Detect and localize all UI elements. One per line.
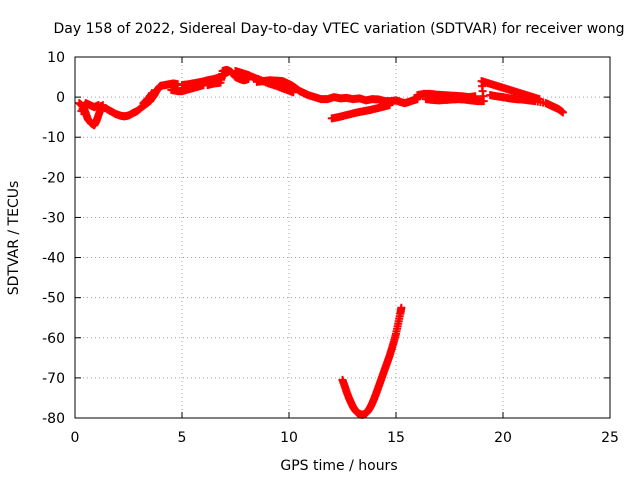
series-main-trace [75,65,567,130]
data-point-marker [385,101,394,110]
y-tick-label: -70 [42,371,65,387]
y-axis-label: SDTVAR / TECUs [6,181,22,296]
y-tick-label: -60 [42,331,65,347]
x-axis-label: GPS time / hours [280,458,397,474]
y-tick-label: -80 [42,411,65,427]
y-tick-label: 0 [56,90,65,106]
y-tick-label: -40 [42,251,65,267]
plot-frame [74,56,611,419]
ticks-layer: 0 5 10 15 20 25 10 0 -10 -20 -30 -40 -50 -60 -70 -80 [42,50,619,446]
y-tick-label: -20 [42,170,65,186]
grid-layer [75,57,610,418]
x-tick-label: 15 [387,430,405,446]
data-point-marker [148,89,157,98]
data-layer [75,65,567,419]
data-point-marker [558,108,567,117]
y-tick-label: -30 [42,210,65,226]
series-dip-trace [338,303,406,419]
data-point-marker [397,303,406,312]
data-point-marker [146,90,155,99]
chart-title: Day 158 of 2022, Sidereal Day-to-day VTE… [54,21,625,37]
x-tick-label: 25 [601,430,619,446]
x-tick-label: 10 [280,430,298,446]
y-tick-label: -50 [42,291,65,307]
y-tick-label: 10 [47,50,65,66]
y-tick-label: -10 [42,130,65,146]
x-tick-label: 20 [494,430,512,446]
x-tick-label: 0 [71,430,80,446]
x-tick-label: 5 [178,430,187,446]
